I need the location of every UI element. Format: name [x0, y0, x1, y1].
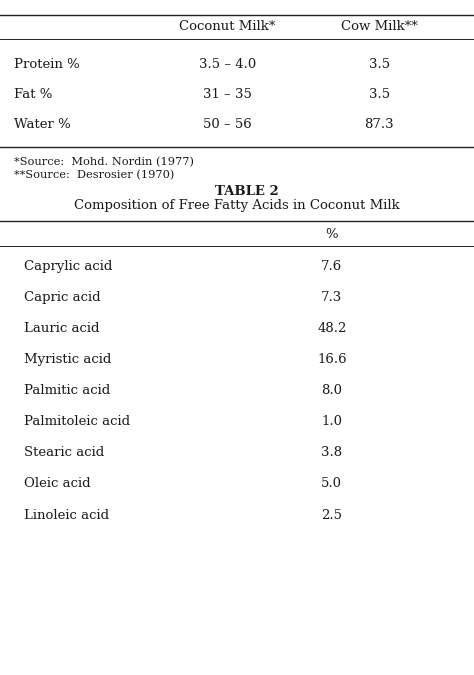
Text: Lauric acid: Lauric acid [24, 322, 99, 335]
Text: 87.3: 87.3 [365, 118, 394, 132]
Text: 3.8: 3.8 [321, 446, 342, 460]
Text: Coconut Milk*: Coconut Milk* [179, 20, 276, 34]
Text: 8.0: 8.0 [321, 384, 342, 398]
Text: 7.3: 7.3 [321, 291, 342, 304]
Text: **Source:  Desrosier (1970): **Source: Desrosier (1970) [14, 170, 174, 181]
Text: 16.6: 16.6 [317, 353, 346, 367]
Text: 31 – 35: 31 – 35 [203, 88, 252, 101]
Text: 2.5: 2.5 [321, 508, 342, 522]
Text: Myristic acid: Myristic acid [24, 353, 111, 367]
Text: Linoleic acid: Linoleic acid [24, 508, 109, 522]
Text: Palmitic acid: Palmitic acid [24, 384, 110, 398]
Text: Cow Milk**: Cow Milk** [341, 20, 418, 34]
Text: Capric acid: Capric acid [24, 291, 100, 304]
Text: Protein %: Protein % [14, 57, 80, 71]
Text: Fat %: Fat % [14, 88, 53, 101]
Text: Composition of Free Fatty Acids in Coconut Milk: Composition of Free Fatty Acids in Cocon… [74, 199, 400, 213]
Text: *Source:  Mohd. Nordin (1977): *Source: Mohd. Nordin (1977) [14, 157, 194, 167]
Text: %: % [326, 227, 338, 241]
Text: Caprylic acid: Caprylic acid [24, 260, 112, 273]
Text: Palmitoleic acid: Palmitoleic acid [24, 415, 130, 429]
Text: 7.6: 7.6 [321, 260, 342, 273]
Text: 50 – 56: 50 – 56 [203, 118, 252, 132]
Text: 3.5: 3.5 [369, 88, 390, 101]
Text: 3.5 – 4.0: 3.5 – 4.0 [199, 57, 256, 71]
Text: 1.0: 1.0 [321, 415, 342, 429]
Text: 48.2: 48.2 [317, 322, 346, 335]
Text: Oleic acid: Oleic acid [24, 477, 91, 491]
Text: 5.0: 5.0 [321, 477, 342, 491]
Text: TABLE 2: TABLE 2 [215, 185, 278, 198]
Text: Water %: Water % [14, 118, 71, 132]
Text: 3.5: 3.5 [369, 57, 390, 71]
Text: Stearic acid: Stearic acid [24, 446, 104, 460]
